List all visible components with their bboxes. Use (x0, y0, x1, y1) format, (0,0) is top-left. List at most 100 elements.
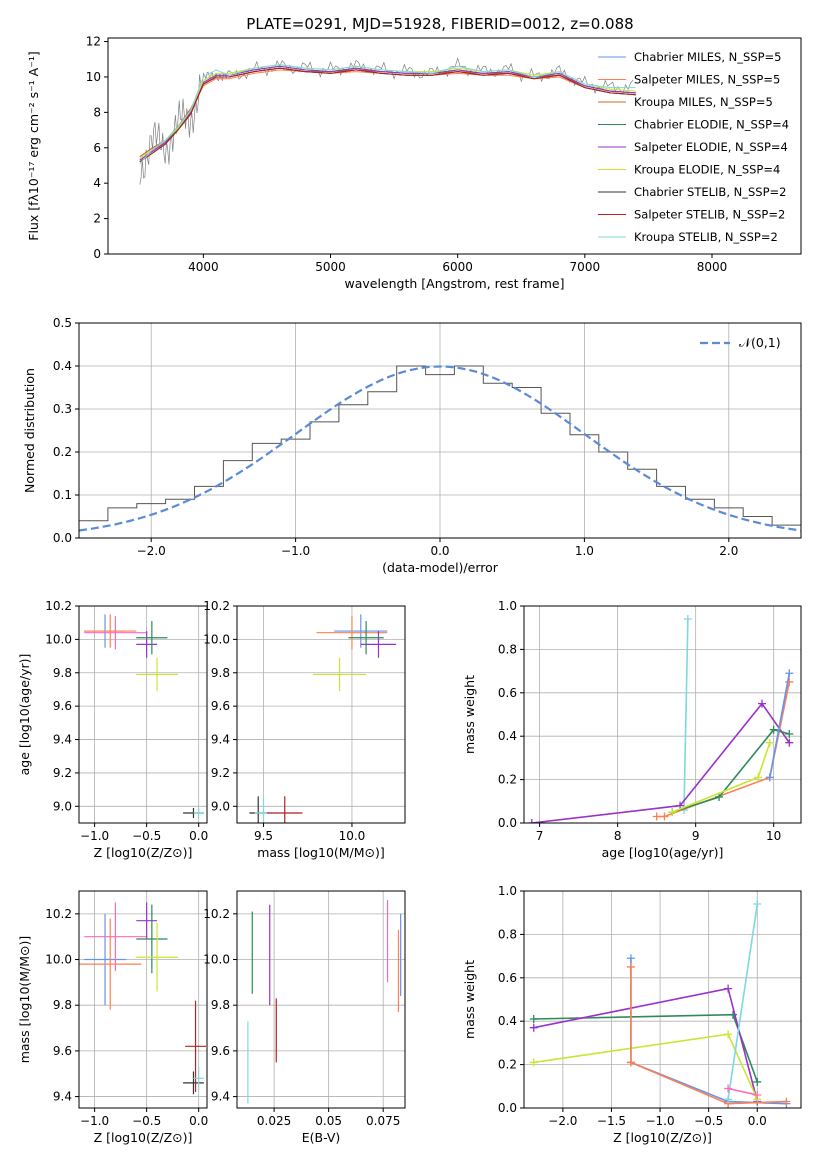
y-tick-label: 0.8 (498, 927, 517, 941)
error-bar-point (136, 621, 168, 655)
legend-label: Kroupa ELODIE, N_SSP=4 (634, 163, 780, 177)
error-bar-point (316, 616, 388, 650)
error-bar-point (136, 904, 168, 974)
weight-series-point (529, 1023, 538, 1032)
y-tick-label: 10.0 (45, 953, 72, 967)
weight-series-point (753, 1090, 762, 1099)
plot-area (249, 614, 397, 823)
y-tick-label: 9.8 (53, 998, 72, 1012)
weight-series-point (785, 669, 794, 678)
weight-series-line (769, 673, 791, 778)
massweight-vs-metallicity-panel: −2.0 −1.5 −1.0 −0.5 0.0 0.0 0.2 0.4 0.6 0.8 1.0 Z [… (462, 884, 802, 1145)
error-bar-point (183, 1071, 204, 1095)
plot-area (527, 615, 794, 823)
weight-series-point (757, 699, 766, 708)
weight-series-point (753, 900, 762, 909)
y-tick-label: 9.4 (211, 1090, 230, 1104)
model-series-line (139, 67, 636, 163)
weight-series-point (724, 1095, 733, 1104)
x-tick-label: −2.0 (548, 1114, 577, 1128)
y-tick-label: 9.6 (53, 1044, 72, 1058)
weight-series-point (724, 984, 733, 993)
axes-frame (523, 890, 802, 1109)
histogram-bar (252, 443, 281, 538)
y-tick-label: 0.4 (498, 1014, 517, 1028)
histogram-bar (512, 388, 541, 539)
legend-label: Salpeter ELODIE, N_SSP=4 (634, 140, 788, 154)
weight-series-line (531, 702, 790, 823)
weight-series-point (660, 812, 669, 821)
spectrum-panel: Chabrier MILES, N_SSP=5 Salpeter MILES, N… (26, 35, 802, 291)
y-tick-label: 0 (93, 247, 101, 261)
plot-area (529, 900, 791, 1108)
x-axis-label: Z [log10(Z/Z⊙)] (94, 845, 193, 860)
legend-label: Salpeter MILES, N_SSP=5 (634, 73, 780, 87)
axes-frame (523, 605, 802, 824)
y-tick-label: 9.6 (211, 699, 230, 713)
weight-series-line (533, 1033, 759, 1100)
plot-area (79, 365, 801, 539)
error-bar-point (84, 614, 137, 648)
y-tick-label: 1.0 (498, 599, 517, 613)
weight-series-point (785, 730, 794, 739)
y-tick-label: 9.4 (211, 733, 230, 747)
y-tick-label: 0.4 (53, 359, 72, 373)
histogram-bar (483, 383, 512, 538)
legend-label: Kroupa MILES, N_SSP=5 (634, 95, 773, 109)
y-tick-label: 6 (93, 141, 101, 155)
y-tick-label: 0.2 (498, 773, 517, 787)
mass-vs-metallicity-panel: −1.0 −0.5 0.0 9.4 9.6 9.8 10.0 10.2 Z [log10(Z/Z… (17, 890, 208, 1145)
x-tick-label: 0.0 (430, 544, 449, 558)
axes-frame (236, 890, 406, 1109)
error-bar-point (136, 631, 158, 658)
x-tick-label: 0.05 (315, 1114, 342, 1128)
y-tick-label: 12 (86, 35, 101, 49)
y-tick-label: 0.0 (53, 531, 72, 545)
y-tick-label: 0.0 (498, 816, 517, 830)
x-tick-label: −1.0 (80, 1114, 109, 1128)
normal-reference-curve (79, 365, 801, 532)
weight-series-point (724, 1030, 733, 1039)
x-tick-label: 7 (536, 829, 544, 843)
weight-series-point (529, 1058, 538, 1067)
y-tick-label: 10.2 (203, 599, 230, 613)
histogram-bar (657, 486, 686, 538)
error-bar-point (84, 902, 147, 971)
legend-label: Chabrier MILES, N_SSP=5 (634, 50, 781, 64)
x-axis-label: wavelength [Angstrom, rest frame] (344, 276, 564, 291)
y-tick-label: 10.0 (203, 953, 230, 967)
weight-series-point (668, 808, 677, 817)
y-tick-label: 10.2 (45, 599, 72, 613)
axes-frame (78, 890, 208, 1109)
y-tick-label: 10 (86, 70, 101, 84)
weight-series-point (626, 1058, 635, 1067)
x-axis-label: Z [log10(Z/Z⊙)] (613, 1130, 712, 1145)
x-tick-label: 8 (614, 829, 622, 843)
model-series-line (139, 67, 636, 158)
histogram-bar (223, 461, 252, 538)
legend-label: Kroupa STELIB, N_SSP=2 (634, 230, 778, 244)
y-tick-label: 9.4 (53, 1090, 72, 1104)
weight-series-point (626, 954, 635, 963)
x-tick-label: 8000 (697, 260, 728, 274)
y-axis-label: Normed distribution (22, 368, 37, 493)
y-tick-label: 0.5 (53, 316, 72, 330)
model-series-line (139, 64, 636, 165)
error-bar-point (185, 1000, 206, 1093)
weight-series-point (724, 1084, 733, 1093)
x-tick-label: −1.0 (80, 829, 109, 843)
y-tick-label: 9.0 (211, 799, 230, 813)
y-tick-label: 0.2 (53, 445, 72, 459)
error-bar-point (136, 922, 178, 992)
histogram-bar (339, 405, 368, 538)
y-tick-label: 9.0 (53, 799, 72, 813)
weight-series-line (727, 1087, 758, 1096)
x-tick-label: −0.5 (694, 1114, 723, 1128)
y-tick-label: 4 (93, 176, 101, 190)
y-tick-label: 10.2 (45, 907, 72, 921)
x-tick-label: −2.0 (137, 544, 166, 558)
error-bar-point (348, 621, 384, 655)
y-tick-label: 8 (93, 105, 101, 119)
model-series-line (139, 65, 636, 161)
x-axis-label: (data-model)/error (382, 560, 499, 575)
